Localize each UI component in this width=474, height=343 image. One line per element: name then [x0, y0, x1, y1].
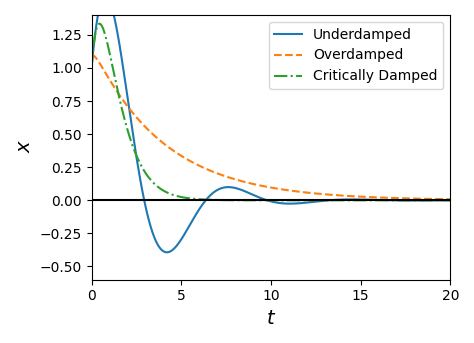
- Overdamped: [89, 52, 94, 57]
- Underdamped: [437, 198, 443, 202]
- Overdamped: [254, 183, 259, 187]
- Overdamped: [447, 197, 453, 201]
- Underdamped: [254, 194, 260, 199]
- Overdamped: [263, 185, 269, 189]
- Critically Damped: [107, 53, 113, 57]
- Overdamped: [107, 78, 113, 82]
- Critically Damped: [437, 198, 443, 202]
- Critically Damped: [437, 198, 443, 202]
- Underdamped: [107, 0, 113, 4]
- Underdamped: [264, 198, 269, 202]
- Overdamped: [437, 197, 443, 201]
- Critically Damped: [263, 198, 269, 202]
- Y-axis label: x: x: [15, 142, 34, 153]
- Legend: Underdamped, Overdamped, Critically Damped: Underdamped, Overdamped, Critically Damp…: [269, 22, 443, 89]
- Overdamped: [437, 197, 443, 201]
- Underdamped: [164, 250, 170, 255]
- X-axis label: t: t: [267, 309, 275, 328]
- Overdamped: [371, 195, 377, 199]
- Line: Critically Damped: Critically Damped: [91, 24, 450, 200]
- Critically Damped: [254, 198, 259, 202]
- Critically Damped: [97, 22, 102, 26]
- Critically Damped: [447, 198, 453, 202]
- Critically Damped: [89, 66, 94, 70]
- Underdamped: [447, 198, 453, 202]
- Underdamped: [89, 66, 94, 70]
- Underdamped: [438, 198, 443, 202]
- Line: Underdamped: Underdamped: [91, 0, 450, 252]
- Line: Overdamped: Overdamped: [91, 55, 450, 199]
- Underdamped: [372, 198, 377, 202]
- Critically Damped: [371, 198, 377, 202]
